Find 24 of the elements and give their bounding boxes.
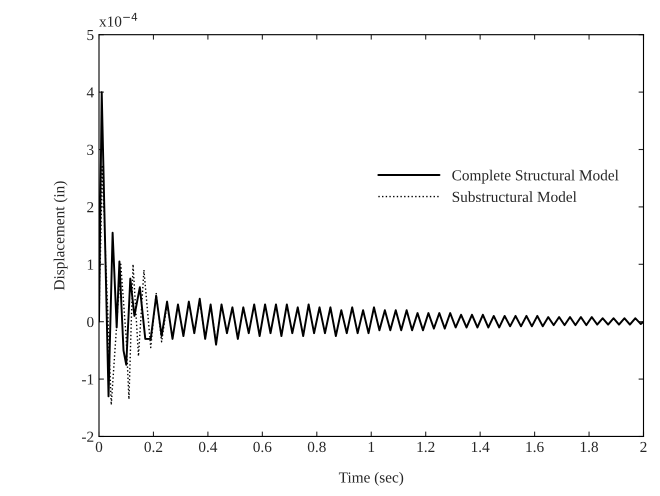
y-tick-label: 4 bbox=[86, 87, 94, 98]
y-tick-label: 5 bbox=[87, 30, 94, 40]
x-axis-title: Time (sec) bbox=[338, 472, 404, 486]
x-tick-label: 0.2 bbox=[144, 442, 162, 452]
text: x10$^{−4}$ bbox=[99, 12, 138, 27]
x-tick-label: 1.6 bbox=[526, 442, 544, 452]
y-tick-label: 1 bbox=[88, 260, 94, 270]
legend-label: Substructural Model bbox=[452, 191, 577, 202]
x-tick-label: 1 bbox=[368, 442, 374, 452]
legend-label: Complete Structural Model bbox=[452, 170, 619, 184]
x-tick-label: 1.4 bbox=[472, 442, 490, 452]
y-axis-title: Displacement (in) bbox=[54, 181, 68, 290]
y-tick-label: 0 bbox=[87, 316, 94, 328]
x-tick-label: 0 bbox=[96, 442, 102, 452]
x-tick-label: 0.6 bbox=[253, 442, 272, 452]
y-tick-label: -2 bbox=[82, 432, 94, 442]
x-tick-label: 1.2 bbox=[417, 442, 434, 452]
x-tick-label: 0.4 bbox=[198, 442, 218, 452]
x-tick-label: 1.8 bbox=[580, 442, 598, 452]
y-tick-label: 2 bbox=[87, 202, 94, 212]
y-tick-label: -1 bbox=[82, 374, 94, 384]
x-tick-label: 0.8 bbox=[308, 442, 326, 452]
x-tick-label: 2 bbox=[640, 442, 646, 452]
y-tick-label: 3 bbox=[87, 144, 94, 155]
